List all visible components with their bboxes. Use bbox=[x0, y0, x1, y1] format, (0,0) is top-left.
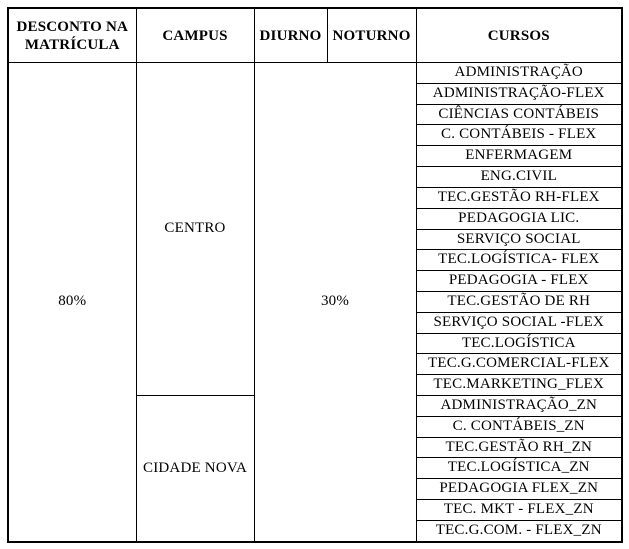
course-row: PEDAGOGIA FLEX_ZN bbox=[8, 478, 623, 501]
course-row: TEC.G.COMERCIAL-FLEX bbox=[8, 353, 623, 376]
course-row: ENG.CIVIL bbox=[8, 166, 623, 188]
course-row: TEC.LOGÍSTICA_ZN bbox=[8, 457, 623, 480]
discount-table: DESCONTO NA MATRÍCULA CAMPUS DIURNO NOTU… bbox=[7, 7, 623, 543]
course-cell: PEDAGOGIA - FLEX bbox=[415, 270, 623, 292]
course-cell: PEDAGOGIA LIC. bbox=[415, 207, 623, 230]
course-cell: ADMINISTRAÇÃO_ZN bbox=[415, 395, 623, 417]
course-cell: TEC. MKT - FLEX_ZN bbox=[415, 499, 623, 521]
header-campus: CAMPUS bbox=[135, 7, 255, 63]
course-row: 80% CENTRO 30% ADMINISTRAÇÃO bbox=[7, 62, 623, 543]
shift-discount-cell: 30% bbox=[253, 62, 417, 543]
course-cell: ENG.CIVIL bbox=[415, 166, 623, 188]
course-cell: TEC.GESTÃO RH-FLEX bbox=[415, 186, 623, 209]
campus-cell: CENTRO bbox=[135, 62, 255, 396]
course-cell: TEC.G.COMERCIAL-FLEX bbox=[415, 353, 623, 376]
course-row: TEC.GESTÃO RH-FLEX bbox=[8, 186, 623, 209]
course-cell: CIÊNCIAS CONTÁBEIS bbox=[415, 103, 623, 126]
course-cell: PEDAGOGIA FLEX_ZN bbox=[415, 478, 623, 501]
header-courses: CURSOS bbox=[415, 7, 623, 63]
discount-value-cell: 80% bbox=[7, 62, 137, 543]
course-row: CIDADE NOVA ADMINISTRAÇÃO_ZN bbox=[8, 395, 623, 543]
course-row: TEC.G.COM. - FLEX_ZN bbox=[8, 519, 623, 543]
course-row: TEC.MARKETING_FLEX bbox=[8, 374, 623, 396]
header-discount: DESCONTO NA MATRÍCULA bbox=[7, 7, 137, 63]
course-row: TEC.GESTÃO DE RH bbox=[8, 290, 623, 313]
course-cell: C. CONTÁBEIS - FLEX bbox=[415, 124, 623, 147]
header-day-shift: DIURNO bbox=[253, 7, 328, 63]
course-cell: SERVIÇO SOCIAL bbox=[415, 228, 623, 251]
course-cell: TEC.LOGÍSTICA bbox=[415, 332, 623, 355]
course-row: C. CONTÁBEIS_ZN bbox=[8, 415, 623, 438]
course-cell: TEC.LOGÍSTICA- FLEX bbox=[415, 249, 623, 272]
header-night-shift: NOTURNO bbox=[326, 7, 417, 63]
course-row: C. CONTÁBEIS - FLEX bbox=[8, 124, 623, 147]
course-cell: SERVIÇO SOCIAL -FLEX bbox=[415, 311, 623, 334]
course-cell: ADMINISTRAÇÃO bbox=[415, 62, 623, 84]
table-body: 80% CENTRO 30% ADMINISTRAÇÃO ADMINISTRAÇÃO-F… bbox=[7, 62, 623, 543]
course-row: TEC. MKT - FLEX_ZN bbox=[8, 499, 623, 521]
campus-cell: CIDADE NOVA bbox=[135, 395, 255, 543]
course-cell: ENFERMAGEM bbox=[415, 145, 623, 168]
course-cell: TEC.MARKETING_FLEX bbox=[415, 374, 623, 396]
course-row: TEC.LOGÍSTICA- FLEX bbox=[8, 249, 623, 272]
course-row: CIÊNCIAS CONTÁBEIS bbox=[8, 103, 623, 126]
course-cell: ADMINISTRAÇÃO-FLEX bbox=[415, 82, 623, 105]
course-row: ADMINISTRAÇÃO-FLEX bbox=[8, 82, 623, 105]
course-row: PEDAGOGIA LIC. bbox=[8, 207, 623, 230]
course-cell: TEC.G.COM. - FLEX_ZN bbox=[415, 519, 623, 543]
course-row: TEC.LOGÍSTICA bbox=[8, 332, 623, 355]
course-cell: TEC.GESTÃO DE RH bbox=[415, 290, 623, 313]
course-cell: C. CONTÁBEIS_ZN bbox=[415, 415, 623, 438]
course-cell: TEC.GESTÃO RH_ZN bbox=[415, 436, 623, 459]
header-row: DESCONTO NA MATRÍCULA CAMPUS DIURNO NOTU… bbox=[7, 7, 623, 63]
course-cell: TEC.LOGÍSTICA_ZN bbox=[415, 457, 623, 480]
course-row: PEDAGOGIA - FLEX bbox=[8, 270, 623, 292]
